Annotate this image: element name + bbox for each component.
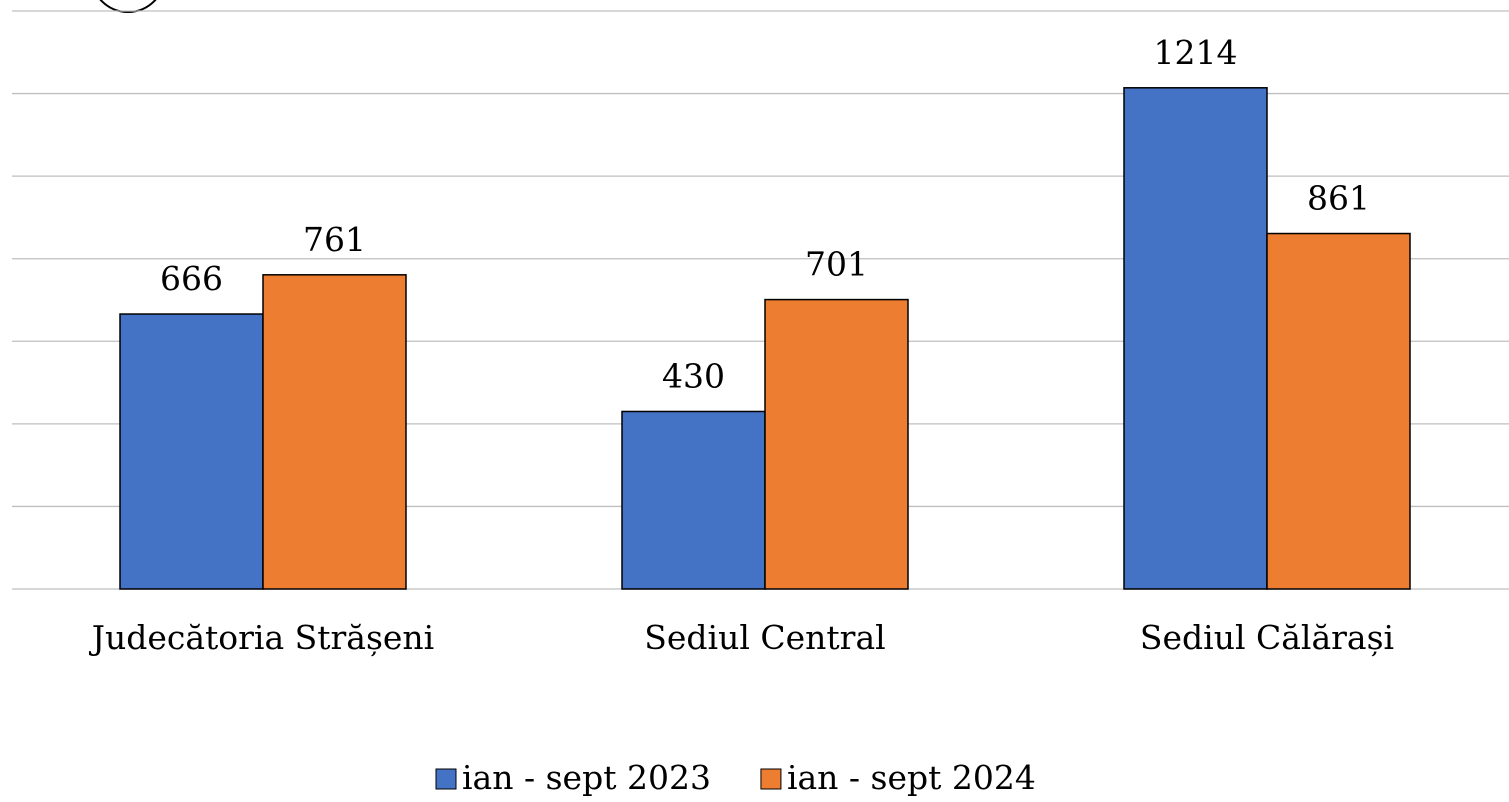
x-tick-label: Sediul Central <box>644 618 885 657</box>
bar <box>1266 232 1411 590</box>
bar <box>621 410 766 590</box>
bar <box>262 274 407 590</box>
legend-label: ian - sept 2024 <box>787 758 1036 797</box>
legend-swatch <box>760 768 782 790</box>
x-tick-label: Sediul Călărași <box>1140 618 1394 657</box>
data-label: 701 <box>805 245 868 284</box>
data-label: 430 <box>662 356 725 395</box>
data-label: 761 <box>303 220 366 259</box>
bar <box>119 313 264 590</box>
legend-label: ian - sept 2023 <box>462 758 711 797</box>
bar <box>1123 87 1268 590</box>
data-label: 666 <box>160 259 223 298</box>
x-tick-label: Judecătoria Strășeni <box>89 618 435 657</box>
data-label: 1214 <box>1154 33 1238 72</box>
legend-swatch <box>435 768 457 790</box>
bar <box>764 298 909 590</box>
data-label: 861 <box>1307 179 1370 218</box>
decoration <box>99 0 157 13</box>
